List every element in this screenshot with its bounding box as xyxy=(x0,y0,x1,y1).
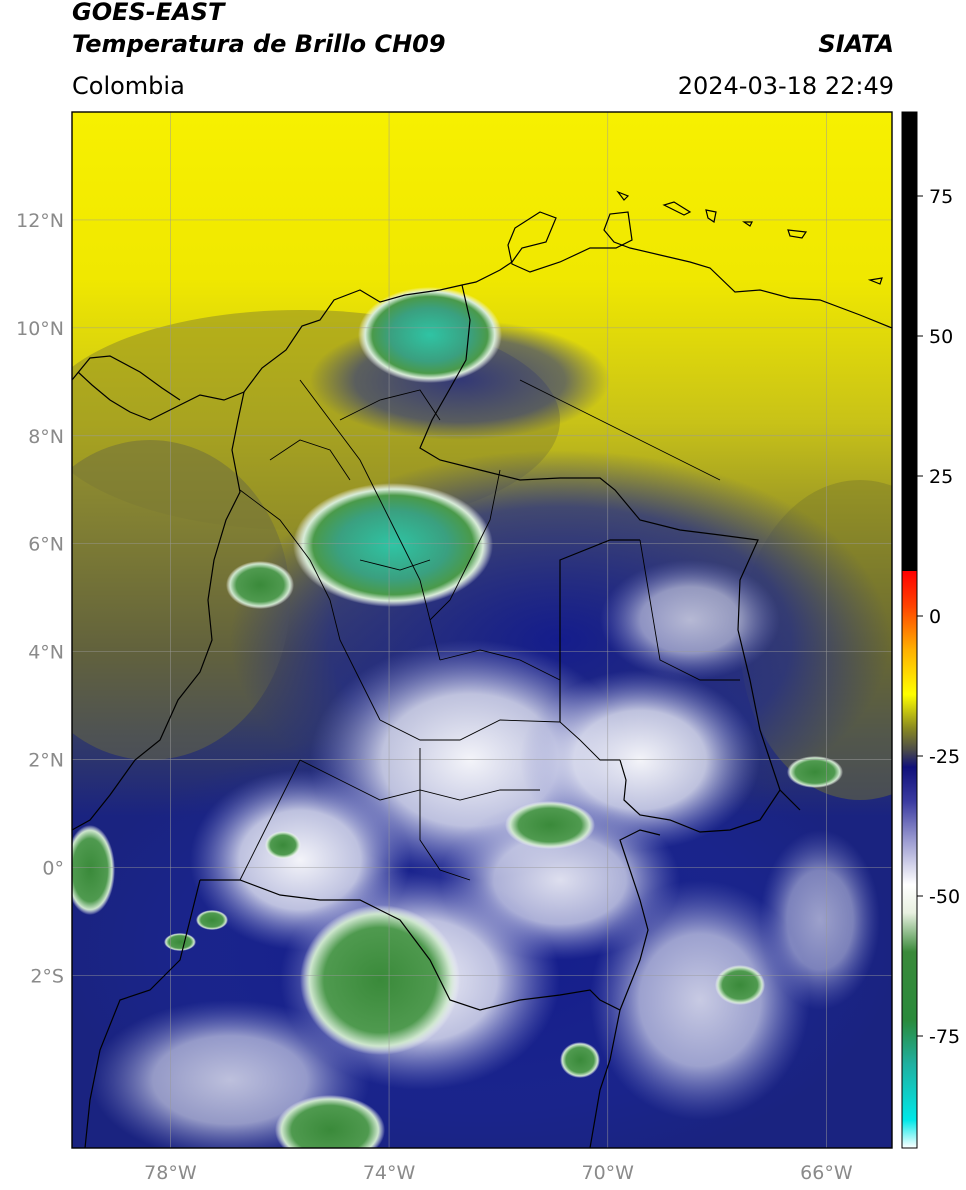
region-label: Colombia xyxy=(72,72,185,100)
latitude-ticks: 12°N 10°N 8°N 6°N 4°N 2°N 0° 2°S xyxy=(16,210,64,987)
colorbar-tick-label: -25 xyxy=(929,746,960,768)
lat-tick-label: 6°N xyxy=(28,534,64,556)
country-boundaries xyxy=(72,190,892,1148)
map-gridlines xyxy=(72,112,892,1148)
satellite-title: GOES-EAST xyxy=(72,0,225,26)
lat-tick-label: 0° xyxy=(42,857,64,879)
timestamp-label: 2024-03-18 22:49 xyxy=(677,72,894,100)
lat-tick-label: 8°N xyxy=(28,426,64,448)
longitude-ticks: 78°W 74°W 70°W 66°W xyxy=(144,1162,853,1184)
lat-tick-label: 4°N xyxy=(28,642,64,664)
lon-tick-label: 70°W xyxy=(581,1162,634,1184)
lon-tick-label: 74°W xyxy=(363,1162,416,1184)
colorbar-tick-label: 0 xyxy=(929,606,941,628)
colorbar xyxy=(901,111,918,1149)
product-title: Temperatura de Brillo CH09 xyxy=(72,30,446,58)
colorbar-tick-label: -75 xyxy=(929,1026,960,1048)
colorbar-tick-label: 75 xyxy=(929,186,953,208)
brand-label: SIATA xyxy=(818,30,894,58)
lon-tick-label: 66°W xyxy=(800,1162,853,1184)
colorbar-ticks: 75 50 25 0 -25 -50 -75 xyxy=(917,186,960,1048)
colorbar-tick-label: 25 xyxy=(929,466,953,488)
map-frame xyxy=(71,111,893,1149)
lat-tick-label: 2°S xyxy=(30,965,64,987)
colorbar-tick-label: 50 xyxy=(929,326,953,348)
lat-tick-label: 12°N xyxy=(16,210,64,232)
satellite-imagery xyxy=(72,112,892,1148)
lat-tick-label: 2°N xyxy=(28,750,64,772)
lat-tick-label: 10°N xyxy=(16,318,64,340)
colorbar-tick-label: -50 xyxy=(929,886,960,908)
lon-tick-label: 78°W xyxy=(144,1162,197,1184)
